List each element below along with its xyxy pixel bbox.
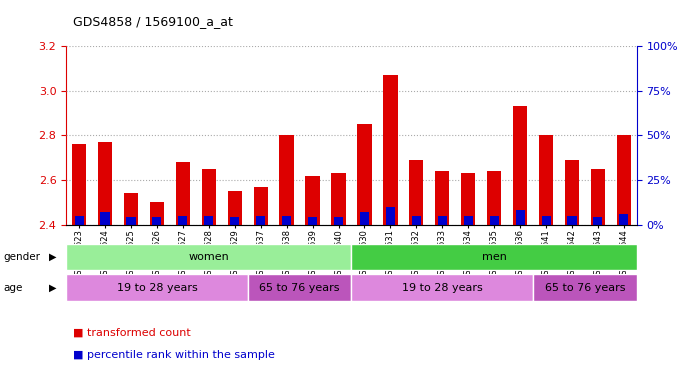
Bar: [513, 106, 528, 225]
Bar: [594, 217, 603, 225]
Bar: [204, 216, 214, 225]
Bar: [383, 75, 397, 225]
Bar: [202, 169, 216, 225]
Bar: [66, 243, 351, 270]
Bar: [280, 136, 294, 225]
Text: ▶: ▶: [49, 252, 56, 262]
Bar: [533, 274, 637, 301]
Text: age: age: [3, 283, 23, 293]
Bar: [360, 212, 369, 225]
Bar: [72, 144, 86, 225]
Text: 65 to 76 years: 65 to 76 years: [260, 283, 340, 293]
Bar: [253, 187, 268, 225]
Bar: [539, 136, 553, 225]
Bar: [178, 216, 187, 225]
Bar: [127, 217, 136, 225]
Text: gender: gender: [3, 252, 40, 262]
Bar: [334, 217, 343, 225]
Bar: [66, 274, 248, 301]
Text: 19 to 28 years: 19 to 28 years: [402, 283, 482, 293]
Bar: [256, 216, 265, 225]
Text: ▶: ▶: [49, 283, 56, 293]
Bar: [435, 171, 450, 225]
Bar: [541, 216, 551, 225]
Bar: [74, 216, 84, 225]
Bar: [516, 210, 525, 225]
Bar: [409, 160, 423, 225]
Bar: [619, 214, 628, 225]
Bar: [124, 194, 138, 225]
Bar: [351, 243, 637, 270]
Bar: [357, 124, 372, 225]
Bar: [489, 216, 499, 225]
Bar: [100, 212, 109, 225]
Bar: [175, 162, 190, 225]
Bar: [331, 173, 346, 225]
Bar: [152, 217, 161, 225]
Bar: [228, 191, 242, 225]
Text: 65 to 76 years: 65 to 76 years: [545, 283, 625, 293]
Bar: [565, 160, 579, 225]
Bar: [438, 216, 447, 225]
Bar: [617, 136, 631, 225]
Bar: [308, 217, 317, 225]
Bar: [98, 142, 112, 225]
Text: GDS4858 / 1569100_a_at: GDS4858 / 1569100_a_at: [73, 15, 233, 28]
Bar: [351, 274, 533, 301]
Bar: [464, 216, 473, 225]
Text: men: men: [482, 252, 507, 262]
Text: ■ transformed count: ■ transformed count: [73, 327, 191, 337]
Bar: [150, 202, 164, 225]
Bar: [282, 216, 291, 225]
Bar: [591, 169, 605, 225]
Bar: [567, 216, 576, 225]
Text: ■ percentile rank within the sample: ■ percentile rank within the sample: [73, 350, 275, 360]
Bar: [248, 274, 351, 301]
Text: 19 to 28 years: 19 to 28 years: [116, 283, 197, 293]
Bar: [386, 207, 395, 225]
Bar: [487, 171, 501, 225]
Bar: [412, 216, 421, 225]
Bar: [461, 173, 475, 225]
Bar: [230, 217, 239, 225]
Bar: [306, 175, 319, 225]
Text: women: women: [189, 252, 229, 262]
